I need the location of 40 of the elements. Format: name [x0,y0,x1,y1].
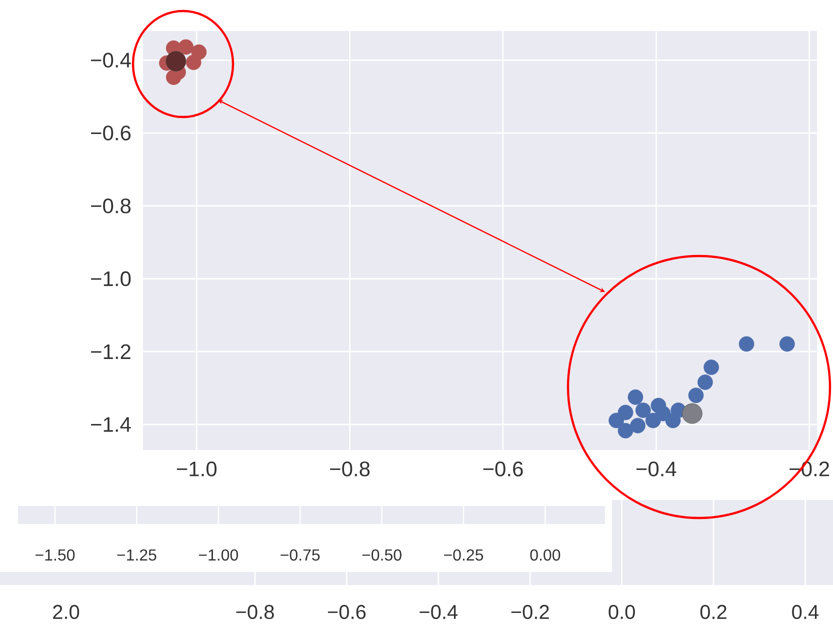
point [635,402,651,418]
y-tick-label: −0.4 [91,52,131,68]
y-tick-label: −0.6 [91,126,131,140]
y-tick-label: −1.4 [91,417,131,432]
y-tick-label: −1.0 [91,271,131,286]
text: 0.0 [608,604,635,620]
text: −0.25 [444,549,484,561]
y-tick-label: −1.2 [91,344,130,359]
point [682,403,702,424]
point [665,412,681,428]
point [697,374,713,390]
text: −0.4 [420,604,458,620]
point [186,54,202,70]
text: −0.75 [280,549,320,561]
point [779,336,795,352]
x-tick-label: −1.0 [176,462,217,476]
point [630,418,646,434]
y-tick-label: −0.8 [91,198,131,214]
text: −0.8 [236,604,274,620]
text: −1.25 [117,549,156,561]
text: 2.0 [53,604,80,620]
point [166,51,186,72]
point [738,336,754,352]
point [704,360,719,375]
point [178,39,194,55]
text: 0.00 [530,549,560,561]
text: −0.50 [362,549,402,561]
text: −0.6 [328,604,366,620]
point [688,388,704,404]
point [650,398,666,414]
x-tick-label: −0.8 [330,462,370,476]
text: −1.50 [36,549,75,561]
text: −1.00 [198,549,238,561]
point [628,389,644,405]
text: 0.4 [792,604,819,620]
x-tick-label: −0.6 [483,462,523,476]
x-tick-label: −0.4 [636,462,676,476]
text: 0.2 [700,604,726,620]
text: −0.2 [511,604,549,620]
point [608,412,624,428]
